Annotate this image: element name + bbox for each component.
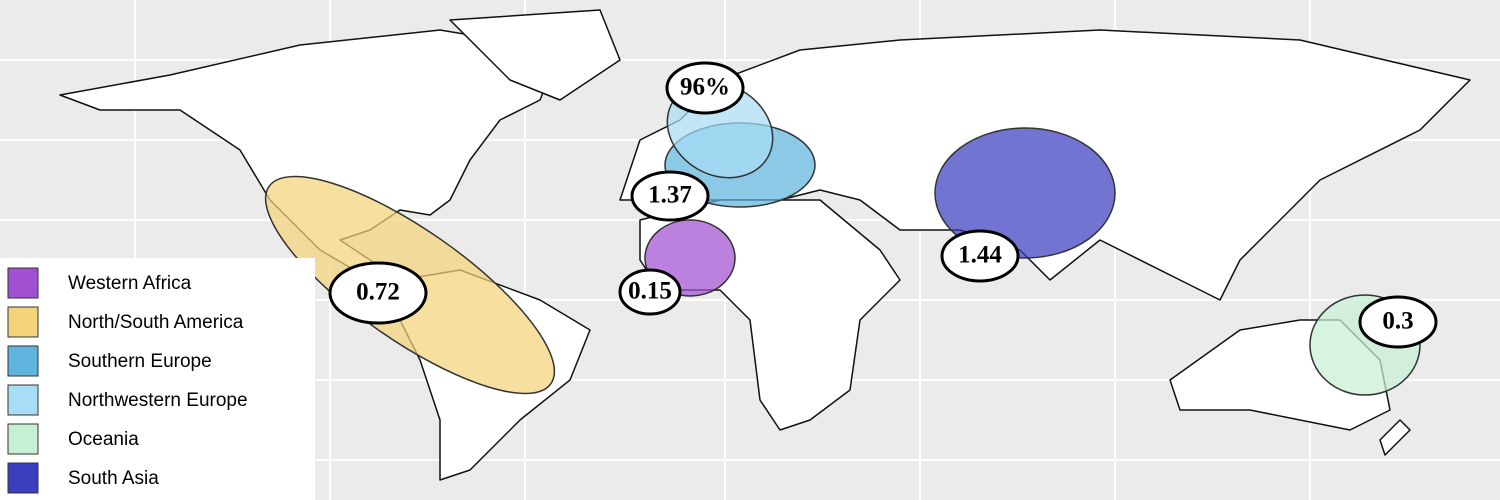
legend-swatch: [7, 306, 39, 338]
label-bubble: [1358, 295, 1438, 349]
label-bubble: [328, 261, 428, 325]
region-label: 1.37: [648, 182, 692, 209]
region-label: 96%: [680, 74, 730, 101]
legend-box: [0, 258, 315, 500]
legend-label: South Asia: [68, 468, 159, 489]
legend: Western Africa North/South America Souther…: [0, 258, 315, 500]
legend-label: Southern Europe: [68, 351, 212, 372]
legend-label: Oceania: [68, 429, 139, 450]
legend-swatch: [7, 384, 39, 416]
label-bubble: [940, 229, 1020, 283]
legend-swatch: [7, 345, 39, 377]
legend-label: Western Africa: [68, 273, 192, 294]
region-label: 1.44: [958, 242, 1002, 269]
label-bubble: [665, 61, 745, 115]
legend-swatch: [7, 462, 39, 494]
legend-label: Northwestern Europe: [68, 390, 248, 411]
legend-swatch: [7, 423, 39, 455]
region-label: 0.3: [1382, 308, 1413, 335]
legend-swatch: [7, 267, 39, 299]
region-label: 0.15: [628, 278, 672, 305]
label-bubble: [630, 170, 710, 222]
legend-label: North/South America: [68, 312, 244, 333]
region-label: 0.72: [356, 279, 400, 306]
region-overlay: [934, 127, 1116, 259]
region-labels: 0.72 1.37 96% 0.15 1.44 0.3: [328, 61, 1438, 349]
label-bubble: [618, 268, 682, 316]
